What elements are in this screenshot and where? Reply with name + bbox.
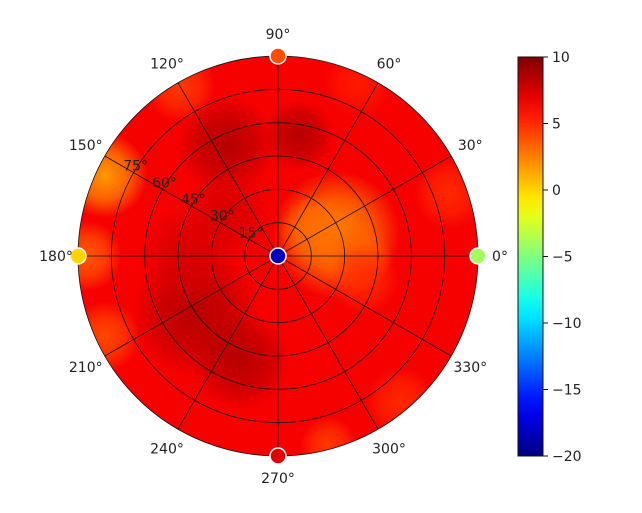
angular-tick-label: 150° — [69, 138, 103, 154]
angular-gridline — [277, 82, 379, 257]
angular-tick-label: 30° — [458, 138, 483, 154]
colorbar-ticks: 10 5 0 −5 −10 −15 −20 — [543, 50, 582, 465]
colorbar-tick-label: −5 — [552, 250, 573, 266]
colorbar-tick-label: 10 — [552, 50, 570, 66]
radial-tick-label: 15° — [239, 225, 264, 241]
angular-gridline — [177, 255, 279, 430]
angular-gridline — [104, 255, 279, 357]
radial-tick-label: 30° — [210, 209, 235, 225]
angular-tick-label: 120° — [150, 57, 184, 73]
radial-tick-labels: 15°30°45°60°75° — [123, 159, 263, 242]
angular-tick-label: 240° — [150, 441, 184, 457]
field-blob — [263, 100, 335, 172]
angular-tick-label: 60° — [377, 57, 402, 73]
measurement-marker — [269, 447, 287, 465]
colorbar-tick-label: 0 — [552, 183, 561, 199]
colorbar-tick-label: 5 — [552, 117, 561, 133]
measurement-marker — [269, 247, 287, 265]
radial-tick-label: 60° — [152, 175, 177, 191]
angular-tick-label: 330° — [453, 360, 487, 376]
heatmap-field — [78, 56, 478, 456]
radial-tick-label: 45° — [181, 192, 206, 208]
angular-gridline — [104, 155, 279, 257]
angular-gridline — [277, 255, 452, 357]
angular-tick-label: 270° — [261, 471, 295, 487]
angular-gridline — [177, 82, 279, 257]
radial-tick-label: 75° — [123, 159, 148, 175]
angular-tick-labels: 0° 30° 60° 90° 120° 150° 180° 210° 240° 270° 300° 3… — [39, 27, 508, 487]
measurement-marker — [469, 247, 487, 265]
angular-tick-label: 210° — [69, 360, 103, 376]
angular-gridline — [277, 255, 379, 430]
angular-gridline — [277, 155, 452, 257]
colorbar: 10 5 0 −5 −10 −15 −20 — [517, 50, 582, 465]
colorbar-tick-label: −10 — [552, 316, 582, 332]
field-blob — [190, 310, 290, 411]
angular-tick-label: 300° — [372, 441, 406, 457]
measurement-marker — [269, 47, 287, 65]
marker-group — [69, 47, 487, 465]
angular-tick-label: 90° — [266, 27, 291, 43]
angular-tick-label: 180° — [39, 249, 73, 265]
field-blob — [300, 416, 358, 456]
angular-tick-label: 0° — [492, 249, 508, 265]
field-blob — [365, 366, 437, 438]
field-blob — [176, 95, 277, 196]
colorbar-tick-label: −20 — [552, 449, 582, 465]
colorbar-tick-label: −15 — [552, 383, 582, 399]
measurement-marker — [69, 247, 87, 265]
field-blob — [328, 243, 400, 315]
colorbar-gradient — [518, 57, 543, 456]
